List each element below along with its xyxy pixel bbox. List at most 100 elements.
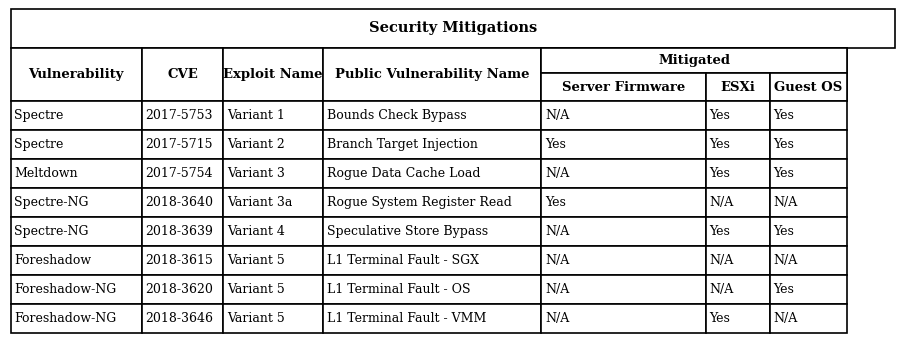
Text: Foreshadow-NG: Foreshadow-NG (14, 312, 117, 326)
Bar (141, 304, 223, 333)
Bar (323, 246, 542, 275)
Bar (11, 101, 141, 130)
Text: Yes: Yes (709, 167, 730, 180)
Text: N/A: N/A (545, 167, 569, 180)
Bar (323, 275, 542, 304)
Text: Bounds Check Bypass: Bounds Check Bypass (327, 109, 467, 122)
Text: Spectre-NG: Spectre-NG (14, 196, 89, 209)
Bar (323, 130, 542, 159)
Bar (542, 304, 706, 333)
Bar (141, 159, 223, 188)
Text: Rogue System Register Read: Rogue System Register Read (327, 196, 512, 209)
Text: N/A: N/A (545, 283, 569, 297)
Bar (223, 159, 323, 188)
Bar (223, 304, 323, 333)
Bar (542, 48, 847, 73)
Bar (323, 188, 542, 217)
Text: Spectre: Spectre (14, 138, 63, 151)
Text: Rogue Data Cache Load: Rogue Data Cache Load (327, 167, 480, 180)
Bar (542, 246, 706, 275)
Bar (542, 159, 706, 188)
Text: 2018-3640: 2018-3640 (145, 196, 214, 209)
Bar (769, 101, 847, 130)
Text: N/A: N/A (773, 312, 797, 326)
Bar (706, 246, 769, 275)
Bar (542, 217, 706, 246)
Bar (323, 48, 542, 101)
Text: 2018-3646: 2018-3646 (145, 312, 214, 326)
Text: L1 Terminal Fault - VMM: L1 Terminal Fault - VMM (327, 312, 486, 326)
Text: Security Mitigations: Security Mitigations (369, 21, 537, 35)
Bar (223, 130, 323, 159)
Bar (706, 304, 769, 333)
Bar (223, 101, 323, 130)
Text: 2018-3620: 2018-3620 (145, 283, 213, 297)
Bar (542, 275, 706, 304)
Text: Meltdown: Meltdown (14, 167, 78, 180)
Bar (223, 48, 323, 101)
Bar (706, 159, 769, 188)
Bar (141, 188, 223, 217)
Text: CVE: CVE (167, 68, 198, 81)
Text: L1 Terminal Fault - SGX: L1 Terminal Fault - SGX (327, 254, 478, 267)
Text: N/A: N/A (709, 196, 734, 209)
Bar (11, 246, 141, 275)
Bar (542, 130, 706, 159)
Bar (141, 48, 223, 101)
Bar (11, 275, 141, 304)
Bar (11, 217, 141, 246)
Text: Yes: Yes (709, 225, 730, 238)
Text: Yes: Yes (773, 138, 794, 151)
Bar (323, 159, 542, 188)
Text: 2017-5754: 2017-5754 (145, 167, 213, 180)
Bar (706, 73, 769, 101)
Bar (706, 217, 769, 246)
Text: Server Firmware: Server Firmware (562, 81, 685, 94)
Text: Variant 5: Variant 5 (226, 312, 284, 326)
Text: Yes: Yes (709, 138, 730, 151)
Bar (323, 101, 542, 130)
Text: Foreshadow: Foreshadow (14, 254, 92, 267)
Bar (542, 101, 706, 130)
Bar (769, 217, 847, 246)
Bar (11, 159, 141, 188)
Text: 2017-5715: 2017-5715 (145, 138, 213, 151)
Text: Guest OS: Guest OS (775, 81, 843, 94)
Bar (769, 159, 847, 188)
Text: Variant 2: Variant 2 (226, 138, 284, 151)
Bar (706, 130, 769, 159)
Text: Yes: Yes (773, 109, 794, 122)
Bar (769, 275, 847, 304)
Bar (141, 275, 223, 304)
Bar (769, 304, 847, 333)
Bar (323, 304, 542, 333)
Bar (11, 188, 141, 217)
Text: Variant 5: Variant 5 (226, 254, 284, 267)
Text: N/A: N/A (773, 254, 797, 267)
Text: Speculative Store Bypass: Speculative Store Bypass (327, 225, 487, 238)
Bar (11, 48, 141, 101)
Text: Exploit Name: Exploit Name (223, 68, 323, 81)
Bar (542, 73, 706, 101)
Bar (223, 188, 323, 217)
Text: Yes: Yes (773, 167, 794, 180)
Text: N/A: N/A (709, 283, 734, 297)
Text: Variant 5: Variant 5 (226, 283, 284, 297)
Bar (141, 217, 223, 246)
Text: Variant 3: Variant 3 (226, 167, 284, 180)
Bar (769, 130, 847, 159)
Bar (223, 275, 323, 304)
Text: Spectre: Spectre (14, 109, 63, 122)
Text: Yes: Yes (709, 312, 730, 326)
Bar (11, 304, 141, 333)
Text: Yes: Yes (773, 225, 794, 238)
Text: Yes: Yes (773, 283, 794, 297)
Bar (542, 48, 847, 101)
Text: Spectre-NG: Spectre-NG (14, 225, 89, 238)
Text: Variant 1: Variant 1 (226, 109, 284, 122)
Text: Public Vulnerability Name: Public Vulnerability Name (335, 68, 529, 81)
Text: N/A: N/A (709, 254, 734, 267)
Text: Branch Target Injection: Branch Target Injection (327, 138, 477, 151)
Bar (706, 101, 769, 130)
Text: ESXi: ESXi (720, 81, 756, 94)
